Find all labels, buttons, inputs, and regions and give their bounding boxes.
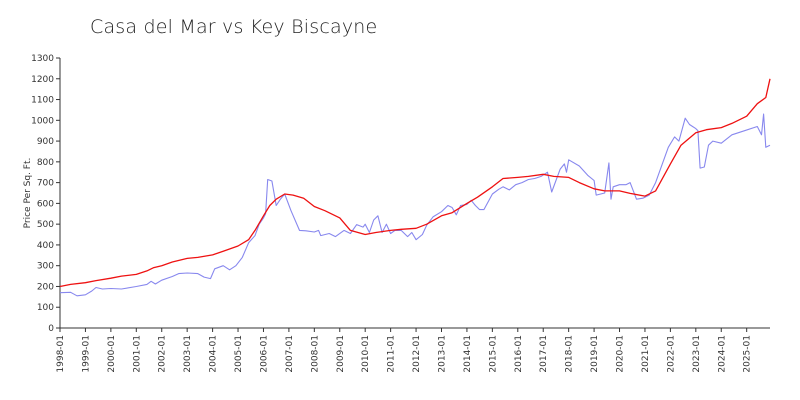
- y-tick-label: 500: [37, 220, 54, 230]
- y-axis-label: Price Per Sq. Ft.: [23, 158, 33, 229]
- x-tick-label: 2008-01: [310, 335, 320, 373]
- x-tick-label: 2007-01: [285, 335, 295, 373]
- y-tick-label: 600: [37, 199, 54, 209]
- series-lines: [59, 78, 771, 297]
- x-tick-label: 2011-01: [387, 335, 397, 373]
- x-tick-label: 2014-01: [463, 335, 473, 373]
- chart-title: Casa del Mar vs Key Biscayne: [90, 16, 378, 38]
- x-tick-label: 2021-01: [641, 335, 651, 373]
- x-tick-label: 2018-01: [565, 335, 575, 373]
- y-tick-label: 1000: [31, 116, 54, 126]
- x-tick-label: 2015-01: [488, 335, 498, 373]
- x-tick-label: 2023-01: [692, 335, 702, 373]
- x-tick-label: 2017-01: [539, 335, 549, 373]
- x-tick-label: 2025-01: [743, 335, 753, 373]
- y-tick-label: 700: [37, 179, 54, 189]
- x-tick-label: 2020-01: [616, 335, 626, 373]
- x-tick-label: 1999-01: [81, 335, 91, 373]
- x-tick-label: 2009-01: [336, 335, 346, 373]
- y-tick-label: 200: [37, 282, 54, 292]
- x-tick-label: 2024-01: [717, 335, 727, 373]
- y-tick-label: 400: [37, 241, 54, 251]
- x-axis-ticks: 1998-01 1999-01 2000-01 2001-01 2002-01 2003-…: [56, 328, 753, 373]
- x-tick-label: 2012-01: [412, 335, 422, 373]
- axes: [59, 58, 770, 329]
- x-tick-label: 2013-01: [437, 335, 447, 373]
- x-tick-label: 2019-01: [590, 335, 600, 373]
- x-tick-label: 2000-01: [107, 335, 117, 373]
- y-tick-label: 100: [37, 303, 54, 313]
- y-tick-label: 0: [48, 324, 54, 334]
- x-tick-label: 2006-01: [259, 335, 269, 373]
- x-tick-label: 1998-01: [56, 335, 66, 373]
- x-tick-label: 2003-01: [183, 335, 193, 373]
- x-tick-label: 2005-01: [234, 335, 244, 373]
- x-tick-label: 2001-01: [132, 335, 142, 373]
- y-tick-label: 1100: [31, 96, 54, 106]
- y-tick-label: 1200: [31, 75, 54, 85]
- x-tick-label: 2010-01: [361, 335, 371, 373]
- x-tick-label: 2022-01: [666, 335, 676, 373]
- y-tick-label: 900: [37, 137, 54, 147]
- y-tick-label: 1300: [31, 54, 54, 64]
- y-axis-ticks: 0 100 200 300 400 500 600 700 800 900 1000 1100 1200…: [31, 54, 60, 334]
- series-line-1: [59, 113, 771, 297]
- y-tick-label: 300: [37, 262, 54, 272]
- x-tick-label: 2002-01: [158, 335, 168, 373]
- series-line-2: [59, 78, 771, 288]
- x-tick-label: 2016-01: [514, 335, 524, 373]
- y-tick-label: 800: [37, 158, 54, 168]
- x-tick-label: 2004-01: [209, 335, 219, 373]
